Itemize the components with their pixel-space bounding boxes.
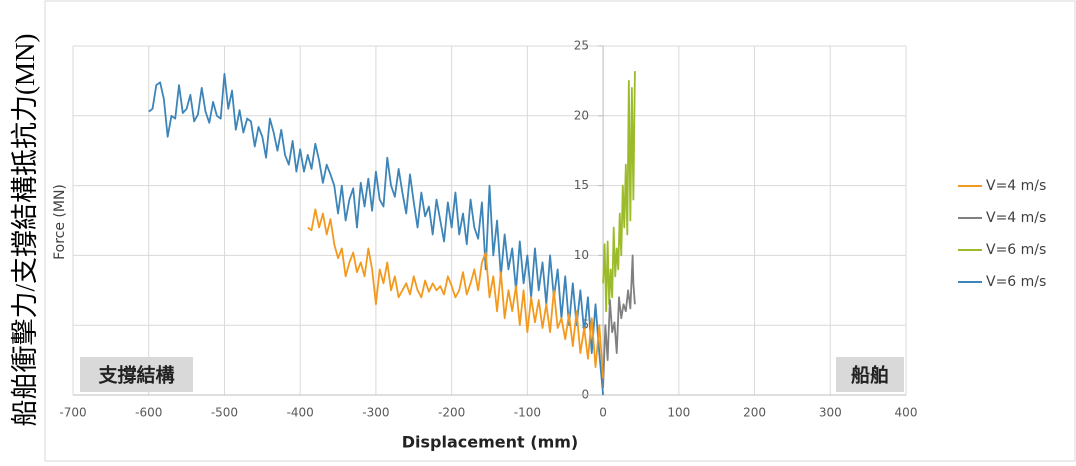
series-line bbox=[602, 254, 636, 389]
x-tick-label: -700 bbox=[59, 406, 86, 420]
chart-title: 船舶衝擊力/支撐結構抵抗力(MN) bbox=[10, 34, 40, 427]
x-tick-label: 200 bbox=[743, 406, 766, 420]
x-tick-label: -500 bbox=[211, 406, 238, 420]
series-line bbox=[148, 73, 604, 396]
region-label-box bbox=[836, 357, 904, 392]
x-axis-label: Displacement (mm) bbox=[402, 433, 578, 452]
series-line bbox=[307, 208, 604, 379]
x-tick-label: 400 bbox=[895, 406, 918, 420]
series-line bbox=[602, 71, 636, 313]
chart-frame bbox=[44, 0, 1076, 462]
x-tick-label: 0 bbox=[599, 406, 607, 420]
y-tick-label: 10 bbox=[574, 248, 589, 262]
legend-label: V=4 m/s bbox=[986, 178, 1046, 194]
legend-label: V=4 m/s bbox=[986, 210, 1046, 226]
x-tick-label: -300 bbox=[362, 406, 389, 420]
x-tick-label: -200 bbox=[438, 406, 465, 420]
y-axis-label: Force (MN) bbox=[52, 184, 68, 260]
region-label: 支撐結構 bbox=[97, 364, 174, 387]
x-tick-label: 100 bbox=[667, 406, 690, 420]
region-label-box bbox=[80, 357, 193, 392]
x-tick-label: -100 bbox=[514, 406, 541, 420]
x-tick-label: -600 bbox=[135, 406, 162, 420]
legend-label: V=6 m/s bbox=[986, 274, 1046, 290]
y-tick-label: 20 bbox=[574, 108, 589, 122]
y-tick-label: 25 bbox=[574, 39, 589, 53]
region-label: 船舶 bbox=[851, 364, 889, 387]
y-tick-label: 15 bbox=[574, 178, 589, 192]
legend-label: V=6 m/s bbox=[986, 242, 1046, 258]
x-tick-label: 300 bbox=[819, 406, 842, 420]
x-tick-label: -400 bbox=[287, 406, 314, 420]
